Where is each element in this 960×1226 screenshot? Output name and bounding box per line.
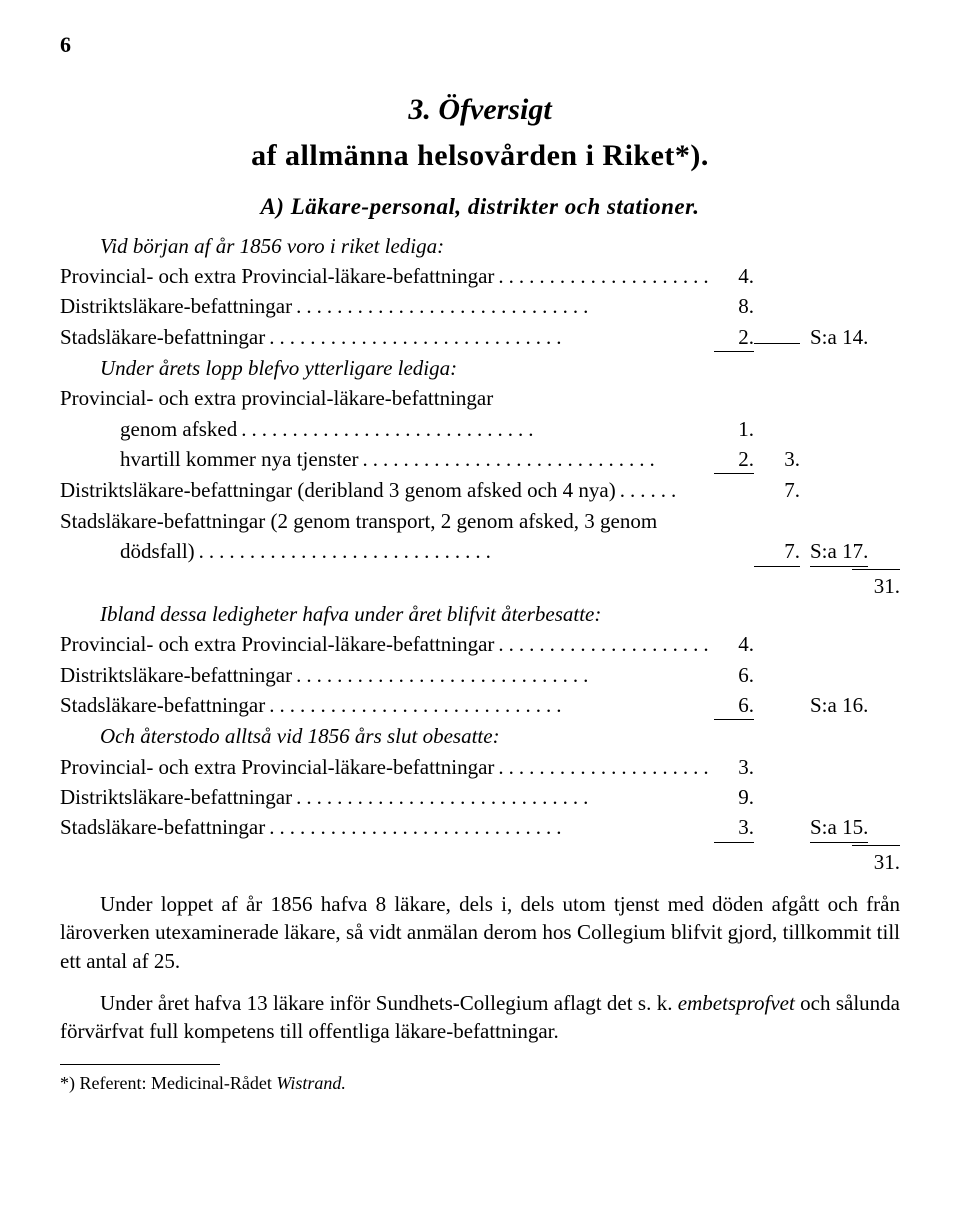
table-row: Stadsläkare-befattningar ...............… [60, 813, 900, 842]
row-value2 [754, 343, 800, 344]
table-row: genom afsked ...........................… [60, 415, 900, 443]
row-value2: 7. [754, 537, 800, 566]
row-value: 4. [714, 262, 754, 290]
row-value: 3. [714, 753, 754, 781]
row-label: Distriktsläkare-befattningar [60, 783, 292, 811]
footnote-text-b: Wistrand. [276, 1073, 346, 1093]
leader-dots: ............................. [494, 753, 714, 781]
table-row: Stadsläkare-befattningar ...............… [60, 691, 900, 720]
intro-4: Och återstodo alltså vid 1856 års slut o… [60, 722, 900, 750]
row-label: Stadsläkare-befattningar [60, 323, 265, 351]
leader-dots: ............................. [292, 661, 714, 689]
body2-part-a: Under året hafva 13 läkare inför Sundhet… [100, 991, 678, 1015]
row-sa: S:a 17. [800, 537, 900, 566]
total-row: 31. [60, 569, 900, 600]
leader-dots: ............................. [237, 415, 714, 443]
table-row: Provincial- och extra Provincial-läkare-… [60, 753, 900, 781]
section-number-and-head: 3. Öfversigt [60, 90, 900, 131]
row-value: 6. [714, 661, 754, 689]
table-row: Distriktsläkare-befattningar ...........… [60, 783, 900, 811]
table-row: Provincial- och extra Provincial-läkare-… [60, 630, 900, 658]
leader-dots: ............................. [494, 262, 714, 290]
row-label: Provincial- och extra Provincial-läkare-… [60, 630, 494, 658]
body-paragraph-2: Under året hafva 13 läkare inför Sundhet… [60, 989, 900, 1046]
row-label: Distriktsläkare-befattningar [60, 292, 292, 320]
total-row: 31. [60, 845, 900, 876]
leader-dots: ............................. [359, 445, 714, 473]
body2-part-b: embetsprofvet [678, 991, 795, 1015]
footnote-text-a: *) Referent: Medicinal-Rådet [60, 1073, 276, 1093]
row-value: 2. [714, 445, 754, 474]
table-row: hvartill kommer nya tjenster ...........… [60, 445, 900, 474]
row-value: 8. [714, 292, 754, 320]
row-label: Provincial- och extra Provincial-läkare-… [60, 262, 494, 290]
section-number: 3. [408, 93, 431, 126]
intro-1: Vid början af år 1856 voro i riket ledig… [60, 232, 900, 260]
leader-dots: ............................. [494, 630, 714, 658]
subsection-a: A) Läkare-personal, distrikter och stati… [60, 191, 900, 222]
table-row: Distriktsläkare-befattningar ...........… [60, 292, 900, 320]
row-value: 2. [714, 323, 754, 352]
body-paragraph-1: Under loppet af år 1856 hafva 8 läkare, … [60, 890, 900, 975]
row-sa: S:a 15. [800, 813, 900, 842]
leader-dots: ............................. [195, 537, 714, 565]
row-sa: S:a 16. [800, 691, 900, 719]
table-row: Provincial- och extra provincial-läkare-… [60, 384, 900, 412]
row-label: Stadsläkare-befattningar [60, 813, 265, 841]
section-title-rest: af allmänna helsovården i Riket*). [60, 136, 900, 177]
page-number: 6 [60, 30, 900, 60]
row-label: genom afsked [60, 415, 237, 443]
table-row: Distriktsläkare-befattningar ...........… [60, 661, 900, 689]
row-value: 1. [714, 415, 754, 443]
leader-dots: ............................. [265, 691, 714, 719]
intro-2: Under årets lopp blefvo ytterligare ledi… [60, 354, 900, 382]
leader-dots: ............................. [292, 783, 714, 811]
leader-dots: ...... [616, 476, 714, 504]
row-value: 6. [714, 691, 754, 720]
leader-dots: ............................. [292, 292, 714, 320]
leader-dots: ............................. [265, 323, 714, 351]
table-row: Distriktsläkare-befattningar (deribland … [60, 476, 900, 504]
row-value2: 7. [754, 476, 800, 504]
row-sa: S:a 14. [800, 323, 900, 351]
leader-dots: ............................. [265, 813, 714, 841]
row-value: 4. [714, 630, 754, 658]
total-value: 31. [852, 845, 900, 876]
row-label: dödsfall) [60, 537, 195, 565]
row-value2: 3. [754, 445, 800, 473]
footnote-separator [60, 1064, 220, 1065]
row-value: 3. [714, 813, 754, 842]
total-value: 31. [852, 569, 900, 600]
table-row: Provincial- och extra Provincial-läkare-… [60, 262, 900, 290]
row-label: Provincial- och extra Provincial-läkare-… [60, 753, 494, 781]
row-label: Distriktsläkare-befattningar (deribland … [60, 476, 616, 504]
table-row: Stadsläkare-befattningar (2 genom transp… [60, 507, 900, 535]
row-label: Distriktsläkare-befattningar [60, 661, 292, 689]
footnote: *) Referent: Medicinal-Rådet Wistrand. [60, 1071, 900, 1095]
intro-3: Ibland dessa ledigheter hafva under året… [60, 600, 900, 628]
row-label: Stadsläkare-befattningar (2 genom transp… [60, 507, 657, 535]
row-label: hvartill kommer nya tjenster [60, 445, 359, 473]
section-title-head: Öfversigt [438, 93, 551, 126]
row-value: 9. [714, 783, 754, 811]
row-label: Stadsläkare-befattningar [60, 691, 265, 719]
table-row: dödsfall) ............................. … [60, 537, 900, 566]
row-label: Provincial- och extra provincial-läkare-… [60, 384, 493, 412]
table-row: Stadsläkare-befattningar ...............… [60, 323, 900, 352]
